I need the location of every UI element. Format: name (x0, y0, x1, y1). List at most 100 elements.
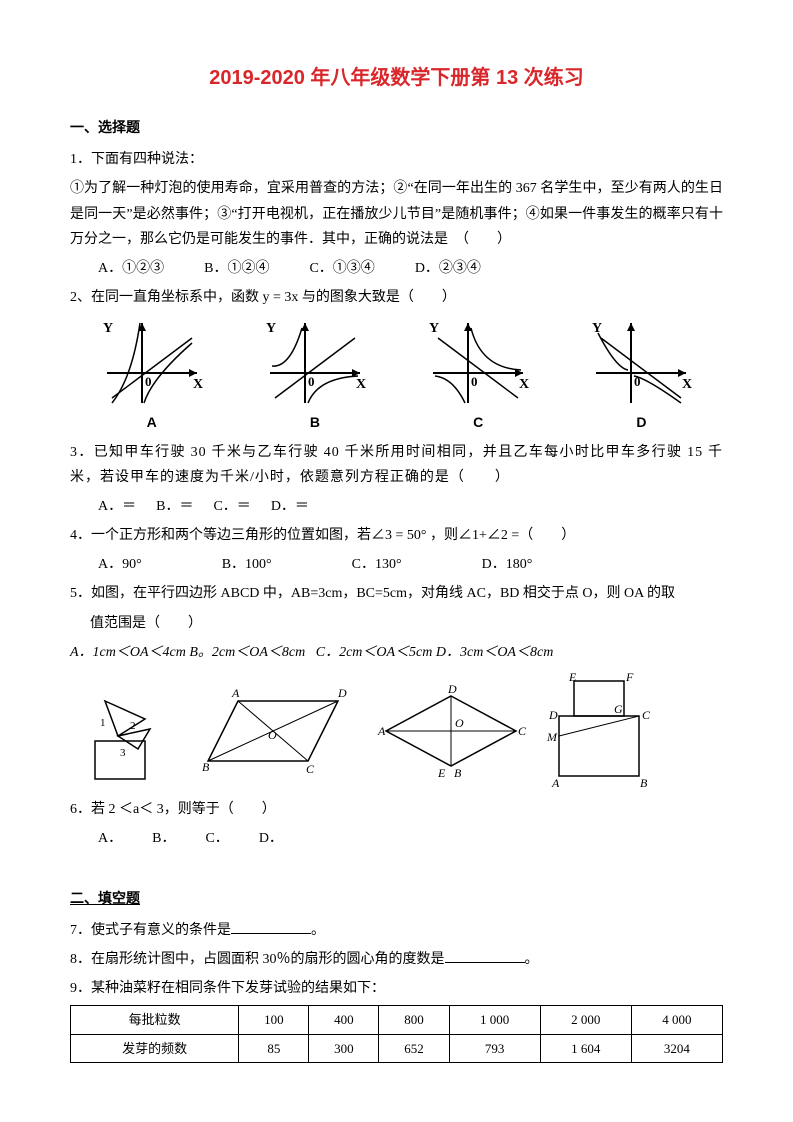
cell: 652 (379, 1034, 449, 1062)
graph-c-svg: Y X 0 (423, 318, 533, 408)
svg-text:B: B (640, 776, 648, 790)
svg-text:B: B (454, 766, 462, 780)
svg-text:D: D (337, 686, 347, 700)
q4-options: A．90° B．100° C．130° D．180° (98, 552, 723, 577)
q2-graph-b: Y X 0 B (260, 318, 370, 435)
svg-text:3: 3 (120, 747, 126, 759)
q8: 8．在扇形统计图中，占圆面积 30％的扇形的圆心角的度数是 。 (70, 947, 723, 972)
q3-options: A．＝ B．＝ C．＝ D．＝ (98, 494, 723, 519)
q9-table: 每批粒数 100 400 800 1 000 2 000 4 000 发芽的频数… (70, 1005, 723, 1063)
q8-text: 8．在扇形统计图中，占圆面积 30％的扇形的圆心角的度数是 (70, 952, 445, 967)
q4-opt-a: A．90° (98, 552, 142, 577)
svg-text:X: X (193, 377, 203, 392)
cell: 300 (309, 1034, 379, 1062)
svg-text:C: C (642, 708, 651, 722)
q4-opt-c: C．130° (352, 552, 402, 577)
q5-options: A．1cm＜OA＜4cm B。2cm＜OA＜8cm C．2cm＜OA＜5cm D… (70, 640, 723, 665)
svg-text:B: B (202, 760, 210, 774)
svg-text:D: D (447, 682, 457, 696)
cell: 发芽的频数 (71, 1034, 239, 1062)
q1-opt-c: C．①③④ (309, 256, 374, 281)
svg-text:O: O (268, 728, 277, 742)
svg-text:1: 1 (100, 717, 106, 729)
svg-text:A: A (551, 776, 560, 790)
q4-opt-b: B．100° (222, 552, 272, 577)
q8-blank (445, 948, 525, 963)
svg-text:E: E (437, 766, 446, 780)
table-row: 发芽的频数 85 300 652 793 1 604 3204 (71, 1034, 723, 1062)
cell: 1 604 (540, 1034, 631, 1062)
svg-text:Y: Y (266, 321, 276, 336)
rhombus-figure: D A C E B O (376, 681, 526, 781)
q4-opt-d: D．180° (482, 552, 533, 577)
cell: 100 (239, 1006, 309, 1034)
svg-text:0: 0 (308, 374, 315, 389)
q6-options: A． B． C． D． (98, 826, 723, 851)
svg-text:X: X (519, 377, 529, 392)
q3-opt-d: D．＝ (271, 494, 309, 519)
q2-graph-d: Y X 0 D (586, 318, 696, 435)
q4-figure: 1 2 3 (70, 681, 180, 781)
svg-text:C: C (518, 724, 526, 738)
svg-text:Y: Y (429, 321, 439, 336)
q7: 7．使式子有意义的条件是。 (70, 918, 723, 943)
svg-text:D: D (548, 708, 558, 722)
q6-opt-a: A． (98, 826, 122, 851)
graph-b-svg: Y X 0 (260, 318, 370, 408)
svg-text:0: 0 (634, 374, 641, 389)
svg-text:Y: Y (592, 321, 602, 336)
cell: 793 (449, 1034, 540, 1062)
svg-text:X: X (356, 377, 366, 392)
table-row: 每批粒数 100 400 800 1 000 2 000 4 000 (71, 1006, 723, 1034)
q1-opt-b: B．①②④ (204, 256, 269, 281)
svg-text:A: A (377, 724, 386, 738)
q2-label-b: B (260, 410, 370, 435)
svg-text:E: E (568, 671, 577, 684)
q6-opt-b: B． (152, 826, 175, 851)
q3-opt-b: B．＝ (156, 494, 193, 519)
svg-text:0: 0 (471, 374, 478, 389)
q2-graph-row: Y X 0 A Y X 0 B Y (70, 318, 723, 435)
svg-text:2: 2 (130, 720, 136, 732)
svg-text:X: X (682, 377, 692, 392)
q1-options: A．①②③ B．①②④ C．①③④ D．②③④ (98, 256, 723, 281)
svg-text:C: C (306, 762, 315, 776)
q1-stem: 1．下面有四种说法： (70, 147, 723, 172)
q9: 9．某种油菜籽在相同条件下发芽试验的结果如下： (70, 976, 723, 1001)
svg-text:F: F (625, 671, 634, 684)
q2-label-a: A (97, 410, 207, 435)
q5-opt-ab: A．1cm＜OA＜4cm B。2cm＜OA＜8cm (70, 645, 305, 660)
q5-opt-cd: C．2cm＜OA＜5cm D．3cm＜OA＜8cm (316, 645, 554, 660)
q6-stem: 6．若 2 ＜a＜ 3，则等于（ ） (70, 797, 723, 822)
q5-stem: 5．如图，在平行四边形 ABCD 中，AB=3cm，BC=5cm，对角线 AC，… (70, 581, 723, 606)
q1-opt-a: A．①②③ (98, 256, 164, 281)
q3-stem: 3．已知甲车行驶 30 千米与乙车行驶 40 千米所用时间相同，并且乙车每小时比… (70, 440, 723, 490)
q6-opt-c: C． (205, 826, 228, 851)
section-2-heading: 二、填空题 (70, 887, 723, 912)
graph-d-svg: Y X 0 (586, 318, 696, 408)
q2-label-c: C (423, 410, 533, 435)
side-rect-figure: E F D G C M A B (544, 671, 654, 791)
q2-label-d: D (586, 410, 696, 435)
q2-graph-a: Y X 0 A (97, 318, 207, 435)
q3-opt-a: A．＝ (98, 494, 136, 519)
page-title: 2019-2020 年八年级数学下册第 13 次练习 (70, 60, 723, 96)
figure-row: 1 2 3 A D B C O D A C E B O E F D G C M … (70, 671, 723, 791)
cell: 85 (239, 1034, 309, 1062)
svg-text:0: 0 (145, 374, 152, 389)
cell: 800 (379, 1006, 449, 1034)
q2-graph-c: Y X 0 C (423, 318, 533, 435)
q2-stem: 2、在同一直角坐标系中，函数 y = 3x 与的图象大致是（ ） (70, 285, 723, 310)
q7-blank (231, 919, 311, 934)
svg-text:G: G (614, 702, 623, 716)
svg-text:Y: Y (103, 321, 113, 336)
cell: 每批粒数 (71, 1006, 239, 1034)
graph-a-svg: Y X 0 (97, 318, 207, 408)
q4-stem: 4．一个正方形和两个等边三角形的位置如图，若∠3 = 50° ，则∠1+∠2 =… (70, 523, 723, 548)
q6-opt-d: D． (259, 826, 283, 851)
q8-tail: 。 (525, 952, 539, 967)
q7-text: 7．使式子有意义的条件是 (70, 923, 231, 938)
cell: 2 000 (540, 1006, 631, 1034)
q5-figure: A D B C O (198, 681, 358, 781)
svg-text:M: M (546, 730, 558, 744)
